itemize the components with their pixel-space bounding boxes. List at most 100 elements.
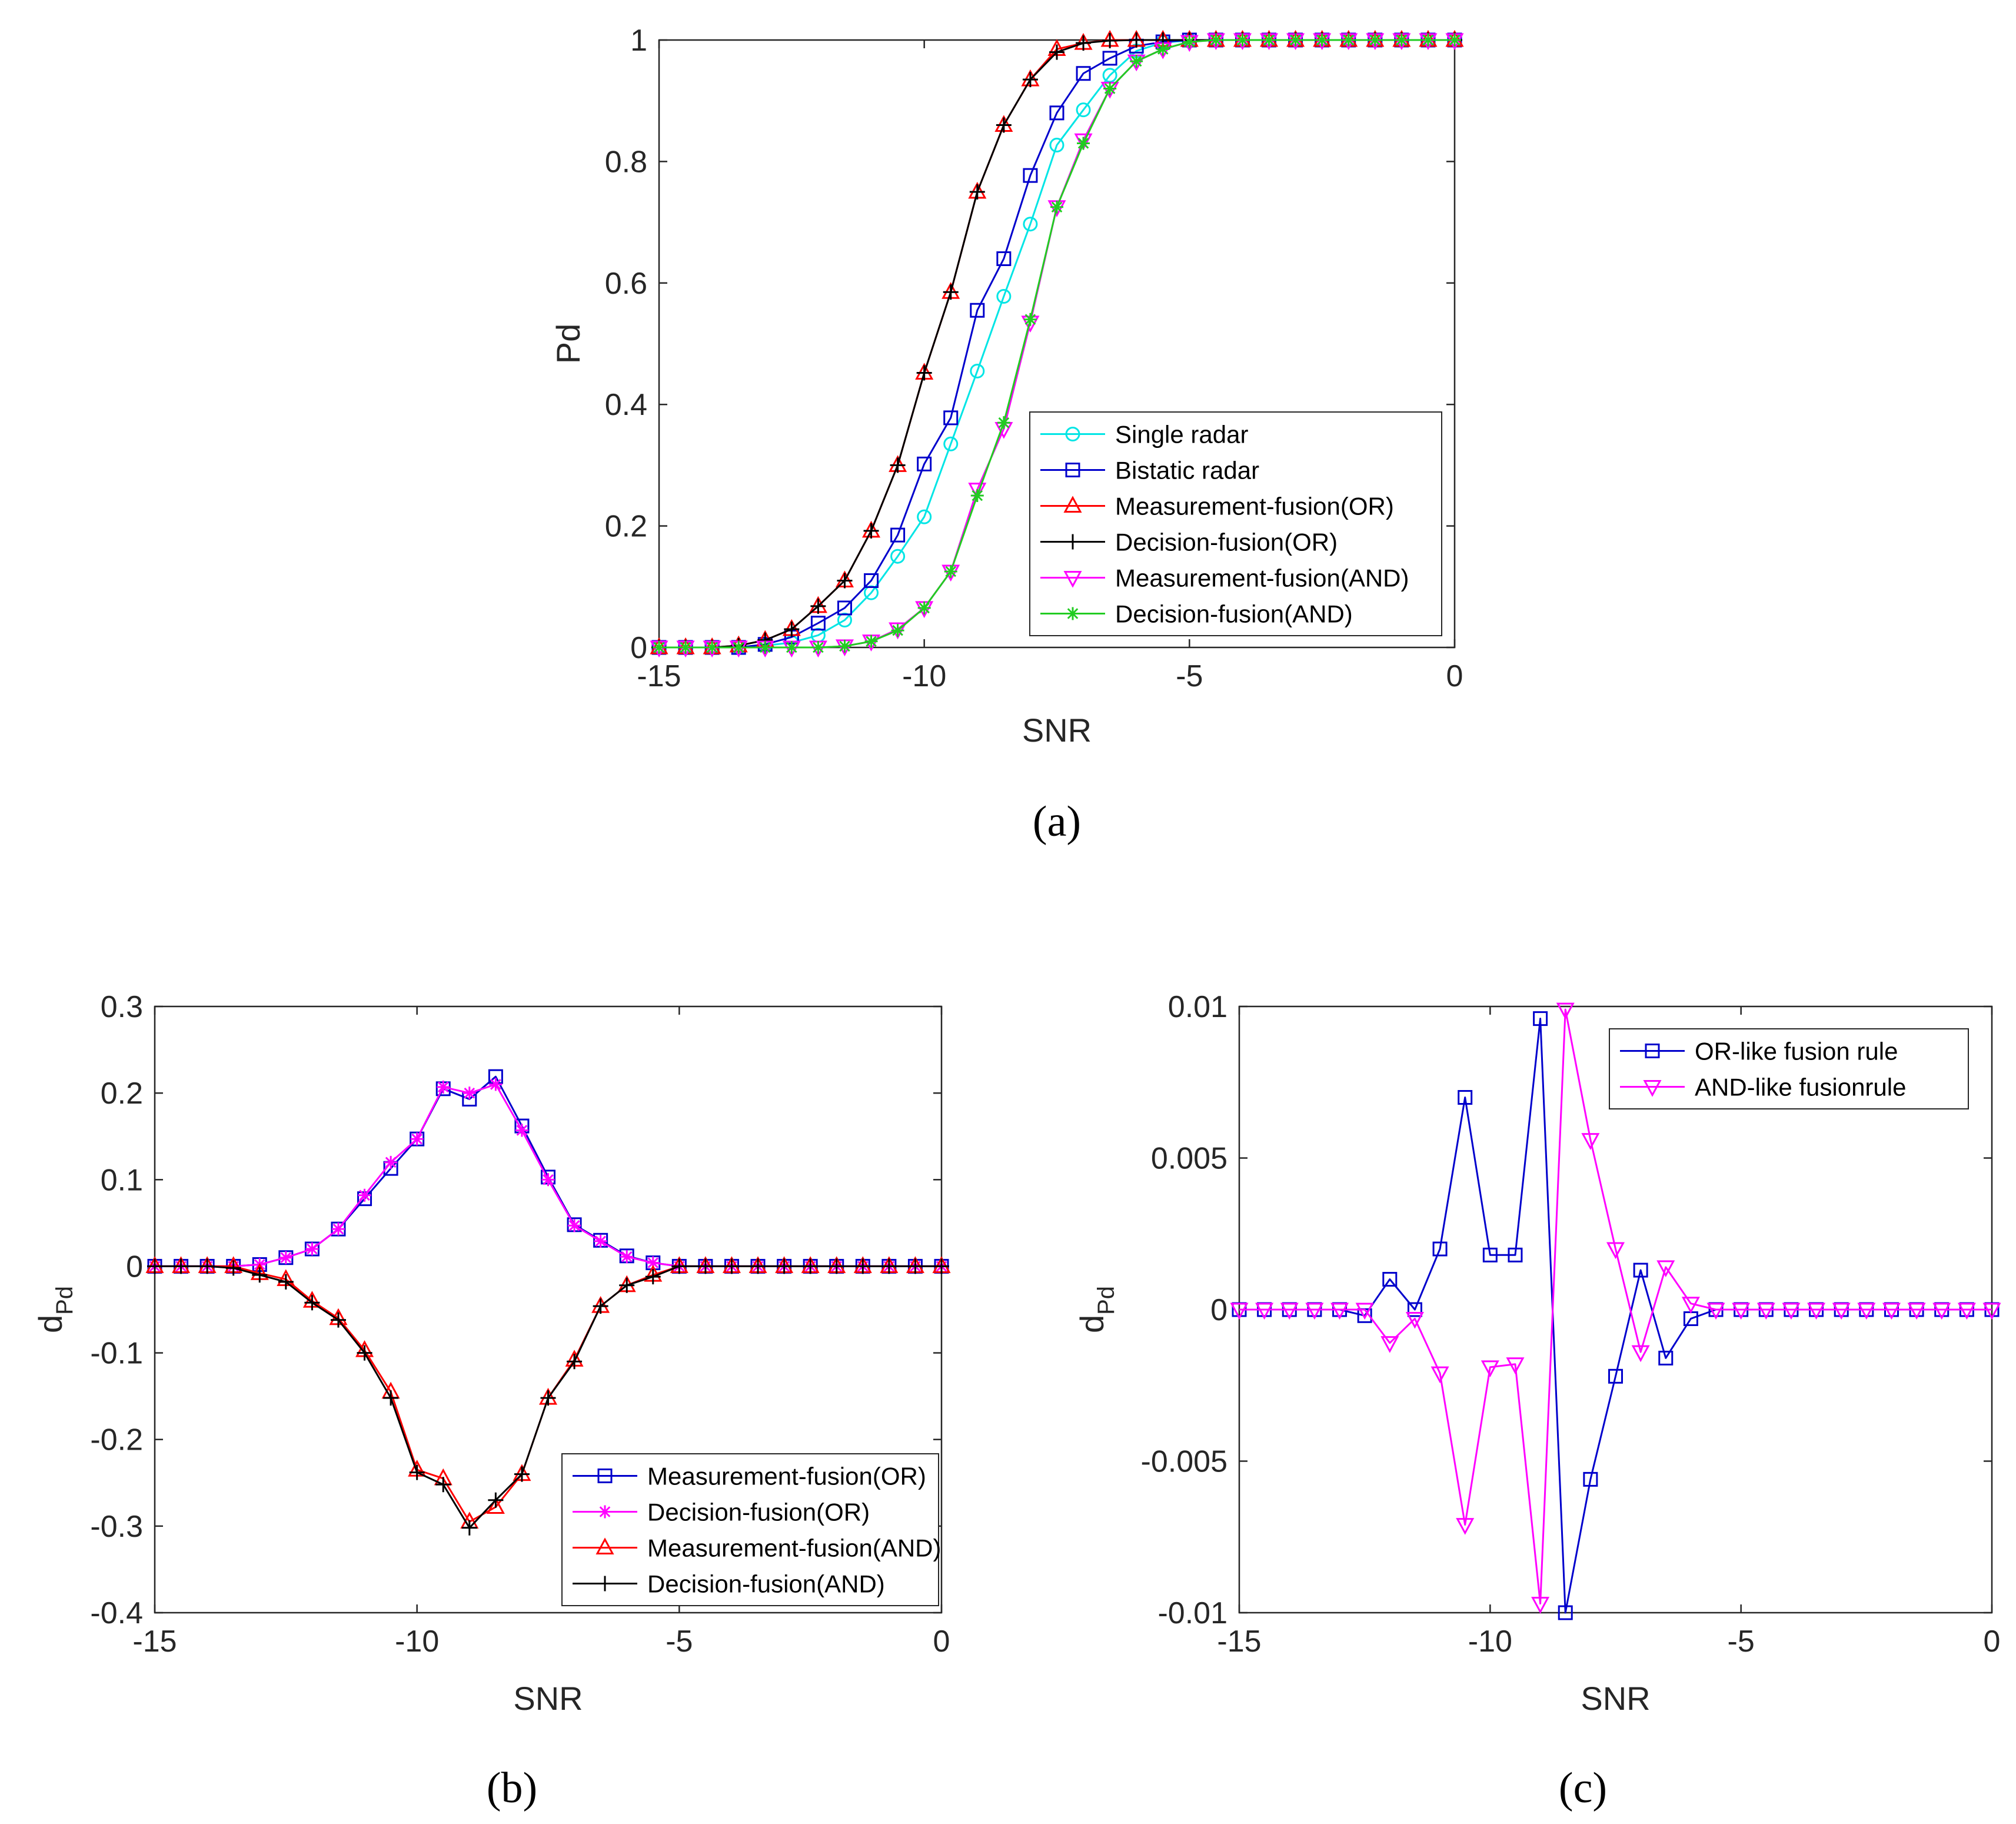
data-point (147, 1258, 162, 1274)
data-point (594, 1234, 607, 1248)
data-point (697, 1258, 713, 1274)
data-point (1506, 1357, 1525, 1374)
x-tick-label: -10 (1468, 1624, 1512, 1659)
legend-box (1609, 1028, 1969, 1109)
y-tick-label: -0.3 (90, 1510, 143, 1544)
legend-label: Measurement-fusion(AND) (647, 1534, 942, 1562)
data-point (970, 489, 984, 502)
data-point (461, 1520, 477, 1536)
data-point (970, 303, 985, 318)
data-point (934, 1258, 949, 1274)
data-point (1049, 105, 1064, 121)
x-axis-label: SNR (1022, 712, 1092, 749)
data-point (331, 1222, 345, 1236)
series-decision-fusion-and- (147, 1258, 949, 1536)
y-axis-label: Pd (550, 324, 587, 364)
data-point (1050, 200, 1063, 214)
data-point (1076, 35, 1092, 51)
data-point (1209, 34, 1223, 46)
data-point (1130, 55, 1143, 68)
data-point (1156, 42, 1170, 56)
data-point (811, 641, 825, 654)
legend-item: Bistatic radar (1040, 457, 1259, 484)
data-point (996, 289, 1012, 304)
data-point (1077, 137, 1090, 150)
y-axis-label-subscript: Pd (1093, 1286, 1119, 1315)
data-point (1608, 1368, 1623, 1384)
data-point (252, 1267, 268, 1283)
data-point (1395, 34, 1408, 46)
data-point (969, 184, 985, 200)
y-tick-label: 0.2 (605, 510, 647, 544)
data-point (864, 634, 878, 648)
data-point (199, 1258, 215, 1274)
x-tick-label: -10 (902, 659, 946, 693)
data-point (646, 1256, 660, 1270)
data-point (1102, 51, 1117, 66)
data-point (916, 365, 932, 381)
y-tick-label: 0.3 (101, 990, 143, 1024)
data-point (1957, 1303, 1976, 1320)
legend: Measurement-fusion(OR) Decision-fusion(OR… (561, 1453, 942, 1606)
y-tick-label: 0 (1210, 1293, 1227, 1327)
legend-marker (1065, 534, 1080, 550)
legend-marker (1065, 463, 1080, 477)
data-point (810, 598, 826, 614)
data-point (943, 284, 959, 300)
data-point (1732, 1303, 1751, 1320)
data-point (863, 523, 879, 539)
data-point (1049, 138, 1064, 153)
data-point (864, 573, 879, 588)
legend-marker (1645, 1044, 1660, 1058)
data-point (1342, 34, 1355, 46)
data-point (1456, 1518, 1475, 1535)
data-point (1681, 1297, 1700, 1314)
data-point (279, 1251, 292, 1264)
data-point (1706, 1303, 1725, 1320)
legend-item: Measurement-fusion(AND) (1040, 564, 1409, 592)
data-point (679, 641, 693, 654)
data-point (1076, 102, 1091, 118)
legend-item: Single radar (1040, 421, 1248, 448)
data-point (890, 457, 906, 473)
y-tick-label: -0.1 (90, 1337, 143, 1371)
data-point (541, 1173, 555, 1187)
y-tick-label: 1 (630, 24, 647, 58)
data-point (173, 1258, 189, 1274)
data-point (829, 1258, 844, 1274)
legend-item: Decision-fusion(AND) (1040, 600, 1353, 628)
y-tick-label: 0 (126, 1250, 143, 1284)
data-point (1658, 1350, 1674, 1365)
legend-item: Measurement-fusion(OR) (573, 1463, 926, 1490)
data-point (724, 1258, 740, 1274)
data-point (1049, 44, 1064, 60)
y-axis-label-subscript: Pd (52, 1286, 78, 1315)
data-point (1368, 34, 1382, 46)
y-tick-label: 0.2 (101, 1077, 143, 1111)
y-axis-label-main: d (32, 1315, 69, 1333)
data-point (943, 436, 959, 451)
data-point (1023, 313, 1037, 326)
y-tick-label: 0.4 (605, 388, 647, 422)
x-axis-label: SNR (513, 1680, 583, 1717)
data-point (620, 1250, 634, 1264)
legend-label: Measurement-fusion(OR) (647, 1463, 926, 1490)
data-point (358, 1188, 371, 1202)
data-point (1533, 1011, 1548, 1026)
data-point (1382, 1272, 1398, 1287)
data-point (1556, 1002, 1575, 1020)
data-point (1982, 1303, 2001, 1320)
data-point (890, 527, 906, 543)
legend-item: Decision-fusion(AND) (573, 1570, 885, 1598)
data-point (1330, 1303, 1349, 1320)
legend-marker (598, 1505, 611, 1519)
data-point (410, 1132, 424, 1146)
panel-caption: (b) (487, 1764, 537, 1812)
data-point (907, 1258, 923, 1274)
panel-c: -15 -10 -5 0 -0.01 -0.005 0 0.005 0.01 SNR dPd OR-l… (1073, 990, 2001, 1812)
y-tick-label: -0.005 (1141, 1445, 1227, 1479)
data-point (1355, 1303, 1374, 1320)
x-tick-label: -15 (1217, 1624, 1261, 1659)
legend-marker (1063, 496, 1082, 513)
data-point (1103, 82, 1117, 95)
